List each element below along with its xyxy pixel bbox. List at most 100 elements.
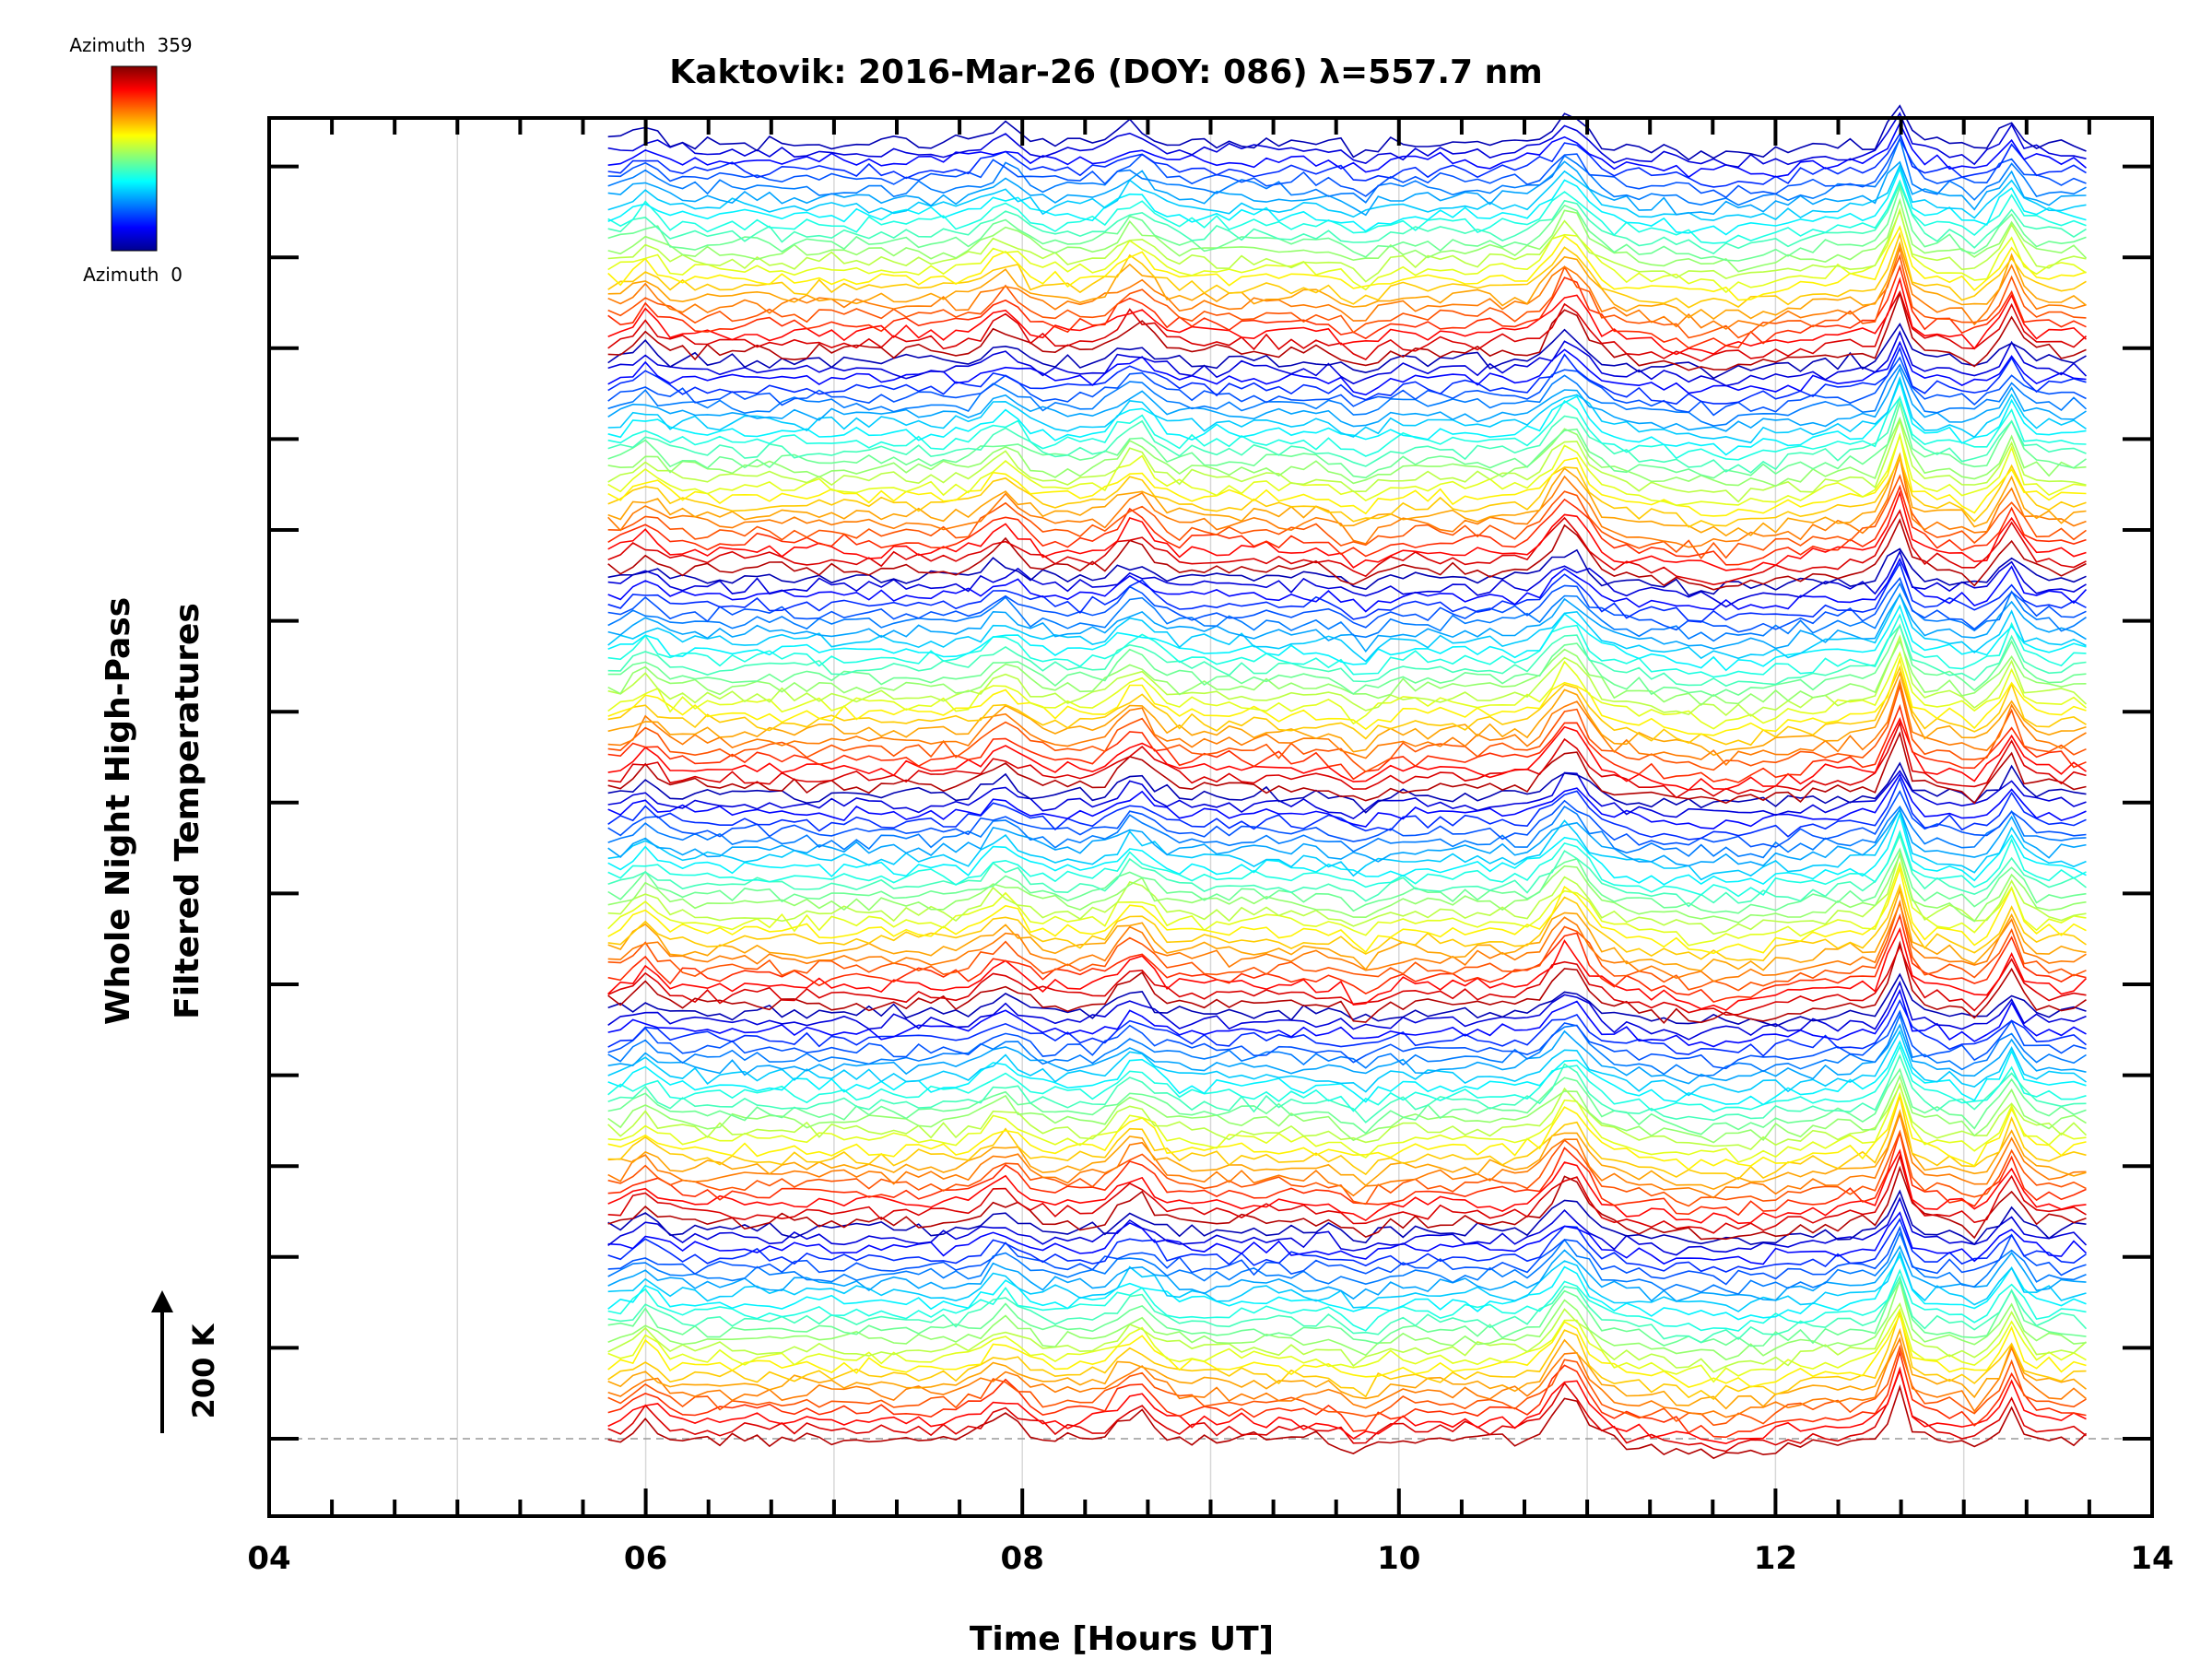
temperature-trace bbox=[607, 1230, 2087, 1296]
temperature-trace bbox=[607, 163, 2087, 221]
temperature-trace bbox=[607, 484, 2087, 566]
temperature-trace bbox=[607, 135, 2087, 206]
temperature-trace bbox=[607, 166, 2087, 236]
temperature-trace bbox=[607, 160, 2087, 217]
temperature-trace bbox=[607, 245, 2087, 330]
temperature-trace bbox=[607, 394, 2087, 474]
temperature-trace bbox=[607, 452, 2087, 537]
temperature-trace bbox=[607, 1308, 2087, 1383]
temperature-trace bbox=[607, 1244, 2087, 1302]
temperature-trace bbox=[607, 634, 2088, 717]
temperature-trace bbox=[607, 456, 2087, 548]
temperature-trace bbox=[607, 677, 2087, 766]
axis-ticks bbox=[267, 118, 2154, 1516]
temperature-trace bbox=[607, 972, 2087, 1028]
temperature-trace bbox=[607, 455, 2087, 528]
temperature-trace bbox=[607, 1349, 2087, 1439]
temperature-trace bbox=[607, 289, 2088, 362]
temperature-trace bbox=[607, 717, 2087, 792]
temperature-trace bbox=[607, 1211, 2088, 1265]
temperature-trace bbox=[607, 330, 2088, 387]
temperature-trace bbox=[607, 703, 2087, 783]
temperature-trace bbox=[607, 980, 2087, 1041]
temperature-trace bbox=[607, 1083, 2088, 1151]
temperature-trace bbox=[607, 400, 2087, 479]
temperature-trace bbox=[607, 833, 2087, 908]
temperature-trace bbox=[607, 1312, 2087, 1388]
x-tick-label: 04 bbox=[247, 1540, 290, 1577]
temperature-trace bbox=[607, 367, 2087, 432]
temperature-trace bbox=[607, 988, 2087, 1048]
temperature-trace bbox=[607, 1023, 2087, 1085]
temperature-trace bbox=[607, 225, 2087, 301]
temperature-trace bbox=[607, 772, 2087, 830]
temperature-trace bbox=[607, 264, 2087, 349]
temperature-trace bbox=[607, 805, 2087, 859]
temperature-trace bbox=[607, 1336, 2088, 1418]
temperature-trace bbox=[607, 582, 2087, 642]
temperature-trace bbox=[607, 926, 2088, 1012]
temperature-trace bbox=[607, 944, 2087, 1017]
temperature-trace bbox=[607, 1148, 2087, 1225]
temperature-trace bbox=[607, 241, 2087, 320]
temperature-trace bbox=[607, 179, 2087, 244]
temperature-trace bbox=[607, 104, 2087, 161]
temperature-trace bbox=[607, 1301, 2088, 1373]
temperature-trace bbox=[607, 998, 2087, 1057]
temperature-trace bbox=[607, 1092, 2087, 1181]
temperature-trace bbox=[607, 861, 2087, 947]
temperature-trace bbox=[607, 112, 2087, 169]
temperature-trace bbox=[607, 1129, 2087, 1217]
temperature-trace bbox=[607, 1129, 2087, 1207]
temperature-trace bbox=[607, 549, 2087, 608]
x-tick-label: 06 bbox=[624, 1540, 667, 1577]
temperature-trace bbox=[607, 789, 2087, 848]
y-axis-label-line1: Whole Night High-Pass bbox=[100, 597, 137, 1025]
colorbar-top-label: Azimuth 359 bbox=[69, 34, 192, 56]
temperature-trace bbox=[607, 853, 2087, 924]
temperature-trace bbox=[607, 121, 2088, 179]
temperature-trace bbox=[607, 850, 2087, 935]
colorbar-bottom-label: Azimuth 0 bbox=[83, 264, 182, 286]
temperature-trace bbox=[607, 509, 2087, 586]
temperature-trace bbox=[607, 899, 2087, 992]
temperature-trace bbox=[607, 363, 2088, 427]
temperature-trace bbox=[607, 1368, 2087, 1453]
temperature-trace bbox=[607, 356, 2087, 417]
scale-label: 200 K bbox=[186, 1323, 221, 1418]
temperature-trace bbox=[607, 323, 2087, 380]
temperature-trace bbox=[607, 1067, 2087, 1135]
temperature-trace bbox=[607, 340, 2087, 396]
temperature-trace bbox=[607, 375, 2087, 444]
temperature-trace bbox=[607, 1044, 2087, 1112]
temperature-trace bbox=[607, 253, 2087, 339]
temperature-trace bbox=[607, 1109, 2087, 1191]
temperature-trace bbox=[607, 1196, 2088, 1256]
temperature-trace bbox=[607, 865, 2087, 955]
temperature-trace bbox=[607, 847, 2087, 914]
x-tick-label: 08 bbox=[1001, 1540, 1044, 1577]
temperature-trace bbox=[607, 518, 2087, 591]
y-axis-label-line2: Filtered Temperatures bbox=[169, 603, 206, 1019]
temperature-trace bbox=[607, 1165, 2087, 1241]
temperature-trace bbox=[607, 940, 2087, 1024]
temperature-trace bbox=[607, 184, 2087, 262]
temperature-trace bbox=[607, 593, 2087, 653]
temperature-trace bbox=[607, 1225, 2087, 1286]
temperature-trace bbox=[607, 1189, 2087, 1246]
temperature-trace bbox=[607, 883, 2087, 962]
temperature-trace bbox=[607, 604, 2087, 672]
temperature-trace bbox=[607, 1384, 2088, 1460]
temperature-trace bbox=[607, 639, 2087, 706]
temperature-trace bbox=[607, 346, 2087, 406]
temperature-trace bbox=[607, 761, 2087, 814]
temperature-trace bbox=[607, 1081, 2087, 1163]
temperature-trace bbox=[607, 1111, 2087, 1199]
scale-indicator: 200 K bbox=[151, 1290, 221, 1433]
temperature-trace bbox=[607, 807, 2087, 881]
temperature-trace bbox=[607, 807, 2087, 867]
temperature-trace bbox=[607, 720, 2087, 799]
temperature-traces bbox=[607, 104, 2088, 1460]
temperature-trace bbox=[607, 395, 2087, 461]
